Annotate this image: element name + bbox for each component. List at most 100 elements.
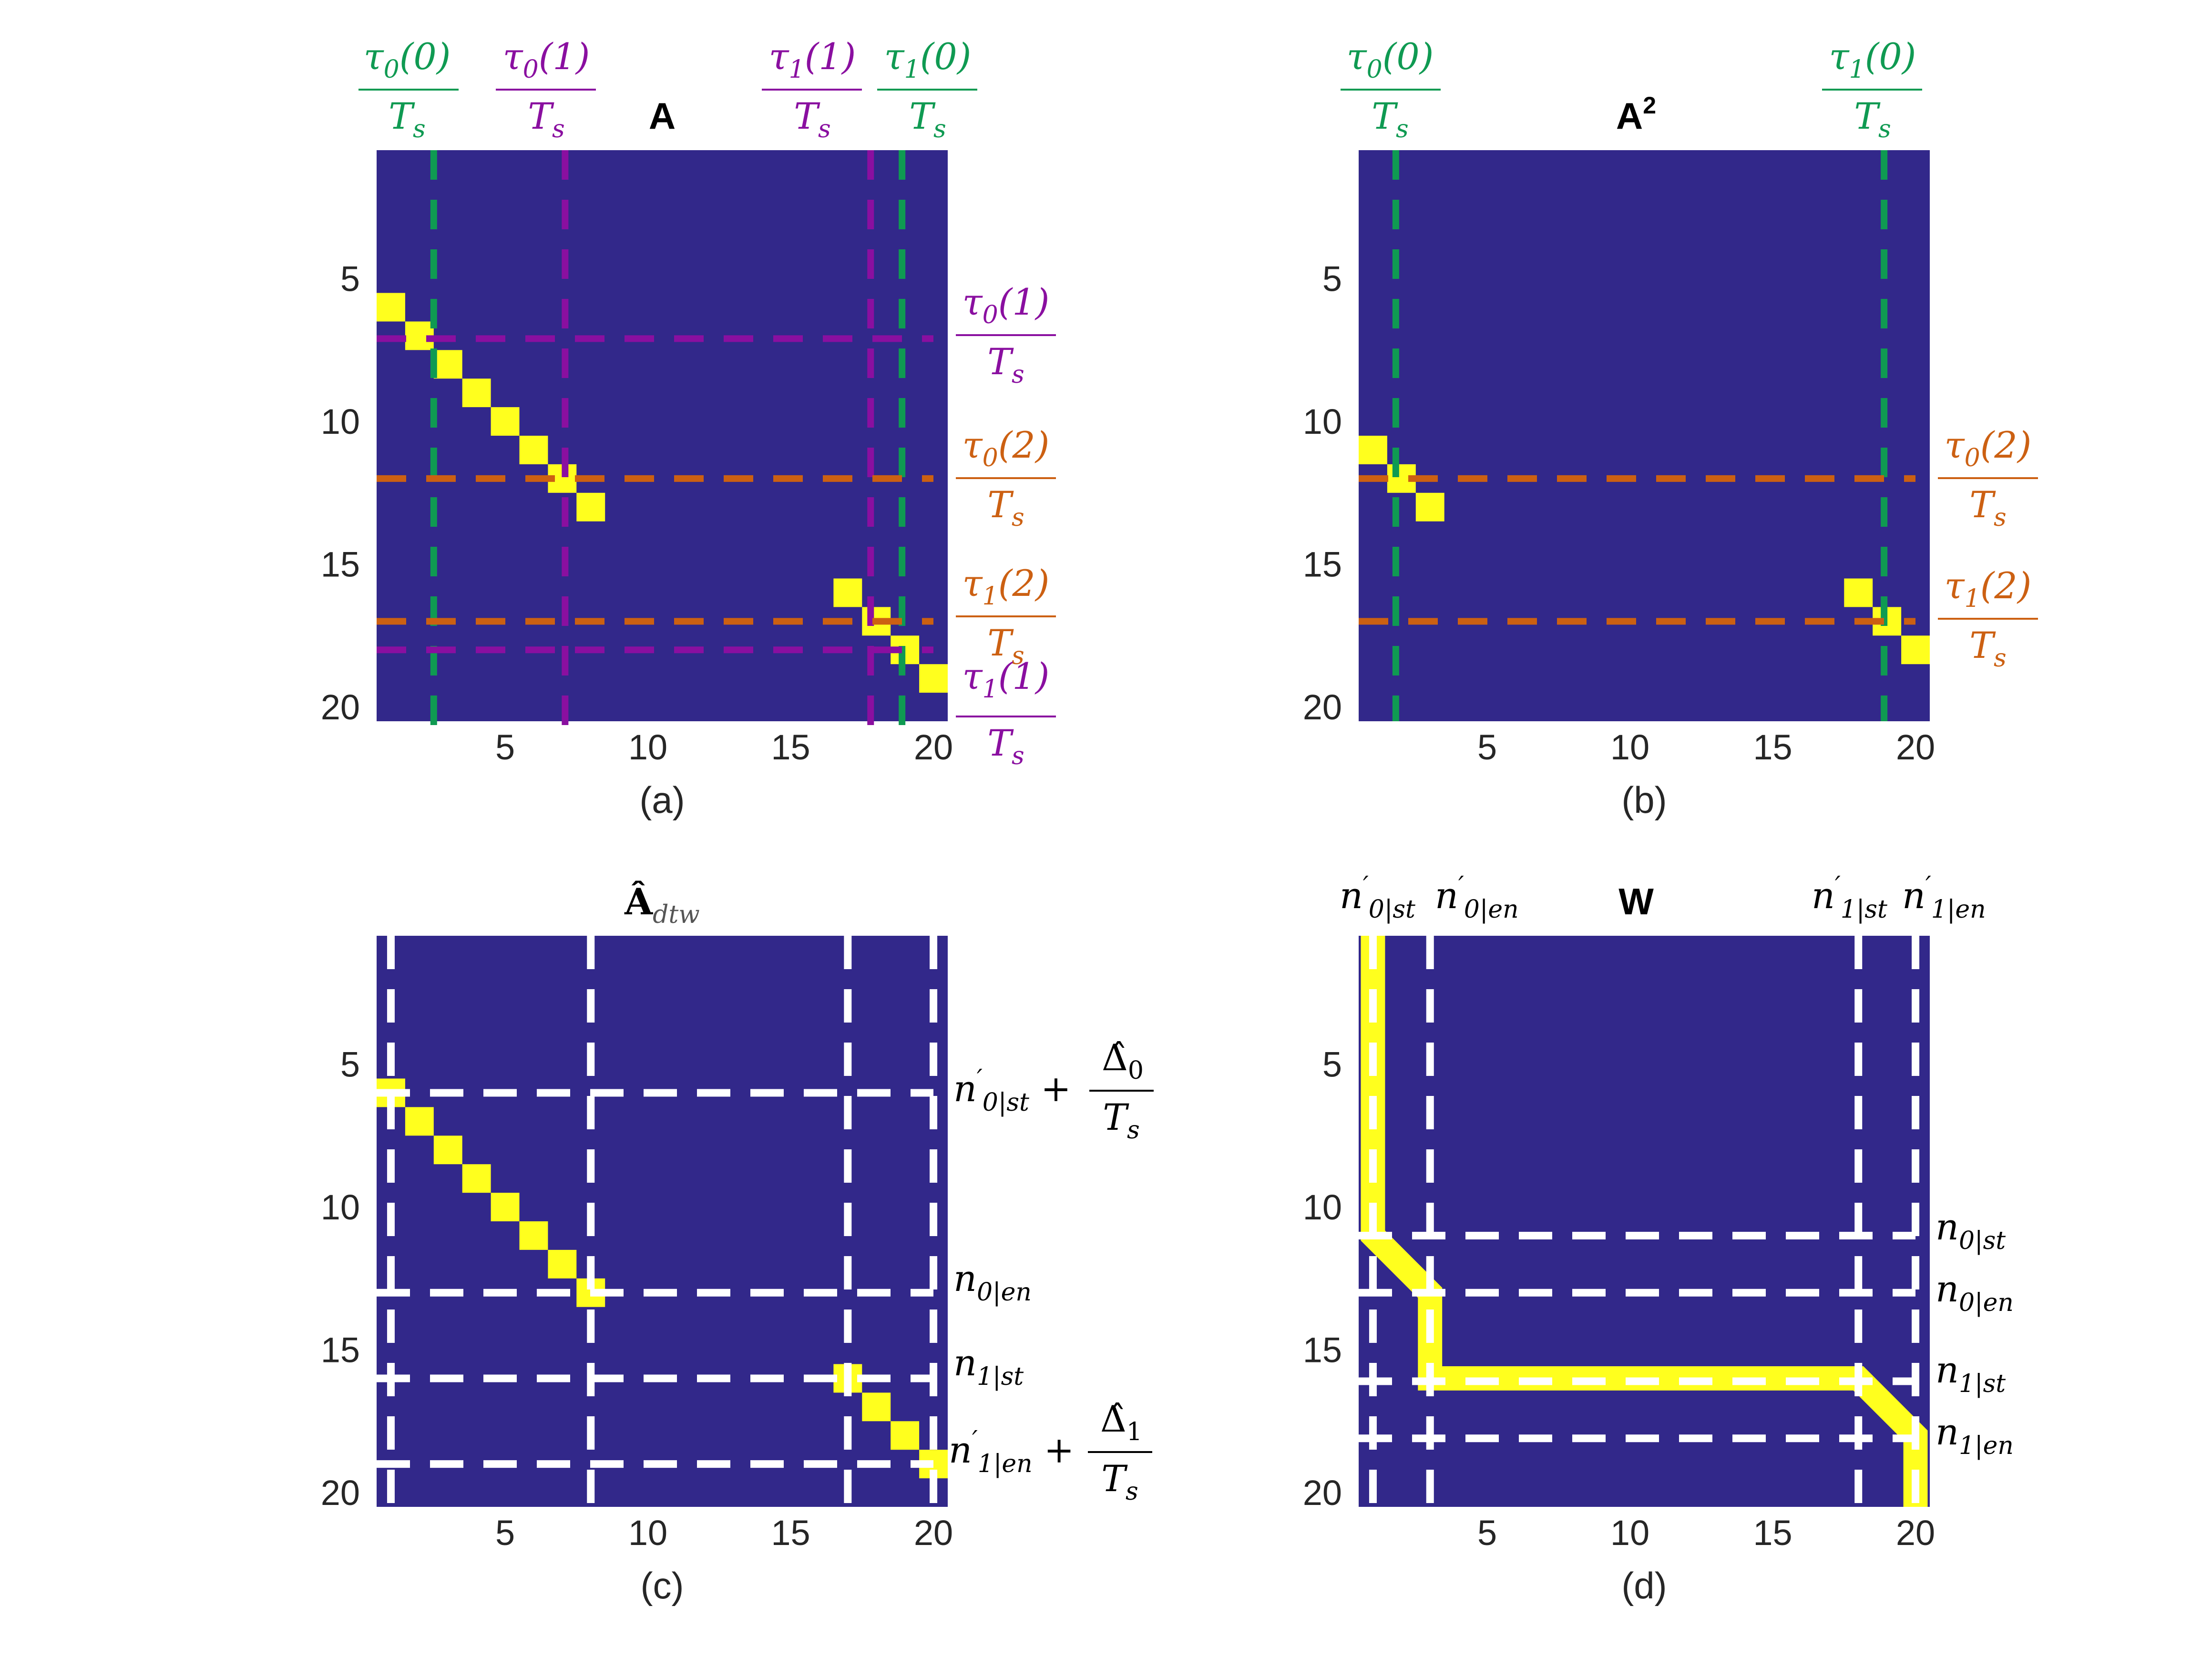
panel-a-hlines (377, 335, 933, 654)
svg-text:n′1|en: n′1|en (1902, 871, 1986, 924)
panel-a-ytick-1: 10 (321, 402, 360, 441)
svg-text:n1|st: n1|st (1936, 1349, 2006, 1398)
panel-a-label-right-tau1-2: τ1(2) Ts (956, 562, 1056, 670)
panel-a-caption: (a) (639, 779, 685, 821)
panel-a-cell-3 (462, 379, 491, 408)
panel-d-xtick-0: 5 (1477, 1513, 1497, 1553)
panel-a-cells (377, 293, 948, 693)
panel-c-cell-3 (462, 1164, 491, 1193)
panel-d-title: W (1618, 880, 1654, 922)
svg-text:Ts: Ts (1969, 483, 2006, 532)
panel-a-label-tau1-0: τ1(0) Ts (877, 35, 977, 143)
panel-a-yticks: 5 10 15 20 (321, 259, 360, 727)
panel-b-hlines (1359, 475, 1915, 625)
panel-d-label-top-n1en: n′1|en (1902, 871, 1986, 924)
panel-a-cell-0 (377, 293, 405, 322)
svg-text:Ts: Ts (528, 95, 564, 143)
panel-c-cell-1 (405, 1107, 434, 1136)
panel-a-cell-8 (833, 578, 862, 607)
svg-text:n′0|st +: n′0|st + (953, 1064, 1071, 1117)
panel-b-cell-3 (1844, 578, 1873, 607)
svg-text:τ1(2): τ1(2) (963, 562, 1050, 611)
panel-b-plot-area (1359, 150, 1930, 721)
panel-b-ytick-0: 5 (1322, 259, 1342, 299)
panel-d-label-right-n0en: n0|en (1936, 1268, 2014, 1317)
panel-c-label-n0st: n′0|st + Δ̂0 Ts (953, 1036, 1154, 1145)
panel-b-label-right-tau1-2: τ1(2) Ts (1938, 564, 2038, 673)
svg-text:Ts: Ts (987, 340, 1024, 389)
panel-c-cell-10 (891, 1421, 920, 1450)
panel-c-label-n1st: n1|st (953, 1341, 1024, 1391)
svg-text:Ts: Ts (987, 722, 1024, 770)
svg-text:Ts: Ts (1854, 95, 1891, 143)
svg-text:τ0(2): τ0(2) (1945, 424, 2032, 472)
svg-text:n′1|st: n′1|st (1812, 871, 1887, 924)
panel-a-xtick-0: 5 (495, 727, 515, 767)
panel-a-xticks: 5 10 15 20 (495, 727, 953, 767)
panel-a-plot-area (377, 150, 948, 721)
panel-d-xtick-1: 10 (1610, 1513, 1649, 1553)
panel-c-ytick-0: 5 (340, 1045, 360, 1085)
panel-b: 5 10 15 20 5 10 15 20 A2 (b) τ0(0) Ts τ1(0) Ts… (1303, 35, 2038, 821)
panel-c: 5 10 15 20 5 10 15 20 Âdtw (c) n′0|st + Δ̂0 Ts… (321, 880, 1154, 1606)
panel-c-yticks: 5 10 15 20 (321, 1045, 360, 1513)
svg-text:τ0(1): τ0(1) (963, 281, 1050, 329)
panel-b-label-tau0-0: τ0(0) Ts (1341, 35, 1441, 143)
svg-text:τ0(0): τ0(0) (1347, 35, 1434, 84)
panel-a-xtick-1: 10 (628, 727, 667, 767)
panel-c-cell-5 (519, 1221, 548, 1250)
panel-c-caption: (c) (641, 1565, 684, 1606)
panel-d-label-right-n1en: n1|en (1936, 1411, 2014, 1460)
panel-b-cell-5 (1901, 635, 1930, 665)
panel-b-label-right-tau0-2: τ0(2) Ts (1938, 424, 2038, 532)
svg-text:Δ̂0: Δ̂0 (1102, 1036, 1144, 1085)
panel-c-xtick-0: 5 (495, 1513, 515, 1553)
svg-text:Ts: Ts (1103, 1096, 1139, 1145)
panel-b-caption: (b) (1621, 779, 1667, 821)
panel-d-vlines (1369, 936, 1920, 1507)
panel-b-xticks: 5 10 15 20 (1477, 727, 1935, 767)
panel-c-xtick-2: 15 (771, 1513, 810, 1553)
svg-text:n′0|en: n′0|en (1435, 871, 1519, 924)
panel-a-label-tau1-1: τ1(1) Ts (762, 35, 862, 143)
panel-d-label-top-n0en: n′0|en (1435, 871, 1519, 924)
panel-a-cell-4 (491, 407, 520, 436)
panel-a-label-tau0-0: τ0(0) Ts (358, 35, 459, 143)
panel-c-xtick-1: 10 (628, 1513, 667, 1553)
panel-d-ytick-1: 10 (1303, 1187, 1342, 1227)
svg-text:n0|st: n0|st (1936, 1206, 2006, 1255)
panel-c-title: Âdtw (624, 880, 700, 929)
panel-c-ytick-1: 10 (321, 1187, 360, 1227)
panel-c-label-n1en: n′1|en + Δ̂1 Ts (949, 1398, 1152, 1506)
panel-c-hlines (377, 1089, 933, 1468)
panel-d-yticks: 5 10 15 20 (1303, 1045, 1342, 1513)
panel-d-ytick-2: 15 (1303, 1330, 1342, 1370)
panel-d-label-top-n1st: n′1|st (1812, 871, 1887, 924)
panel-c-ytick-3: 20 (321, 1473, 360, 1513)
panel-c-xticks: 5 10 15 20 (495, 1513, 953, 1553)
panel-a-label-tau0-1: τ0(1) Ts (496, 35, 596, 143)
panel-a-ytick-2: 15 (321, 545, 360, 584)
svg-text:τ1(0): τ1(0) (1829, 35, 1916, 84)
panel-b-xtick-0: 5 (1477, 727, 1497, 767)
panel-a-xtick-2: 15 (771, 727, 810, 767)
panel-c-cell-4 (491, 1193, 520, 1221)
panel-b-cell-2 (1415, 492, 1444, 522)
panel-a-label-right-tau0-1: τ0(1) Ts (956, 281, 1056, 389)
svg-text:n0|en: n0|en (953, 1257, 1032, 1307)
panel-d-hlines (1359, 1231, 1915, 1443)
panel-d: 5 10 15 20 5 10 15 20 W (d) n′0|st n′0|en n′1|… (1303, 871, 2014, 1606)
panel-d-xtick-2: 15 (1753, 1513, 1792, 1553)
svg-text:Ts: Ts (987, 483, 1024, 532)
panel-a-xtick-3: 20 (914, 727, 953, 767)
panel-d-ytick-0: 5 (1322, 1045, 1342, 1085)
svg-text:n′1|en +: n′1|en + (949, 1426, 1074, 1478)
svg-text:Δ̂1: Δ̂1 (1100, 1398, 1142, 1446)
panel-c-cell-6 (548, 1249, 577, 1279)
panel-b-cell-0 (1359, 436, 1387, 464)
svg-text:τ0(1): τ0(1) (503, 35, 590, 84)
panel-d-xtick-3: 20 (1896, 1513, 1935, 1553)
panel-d-caption: (d) (1621, 1565, 1667, 1606)
svg-text:Ts: Ts (794, 95, 830, 143)
